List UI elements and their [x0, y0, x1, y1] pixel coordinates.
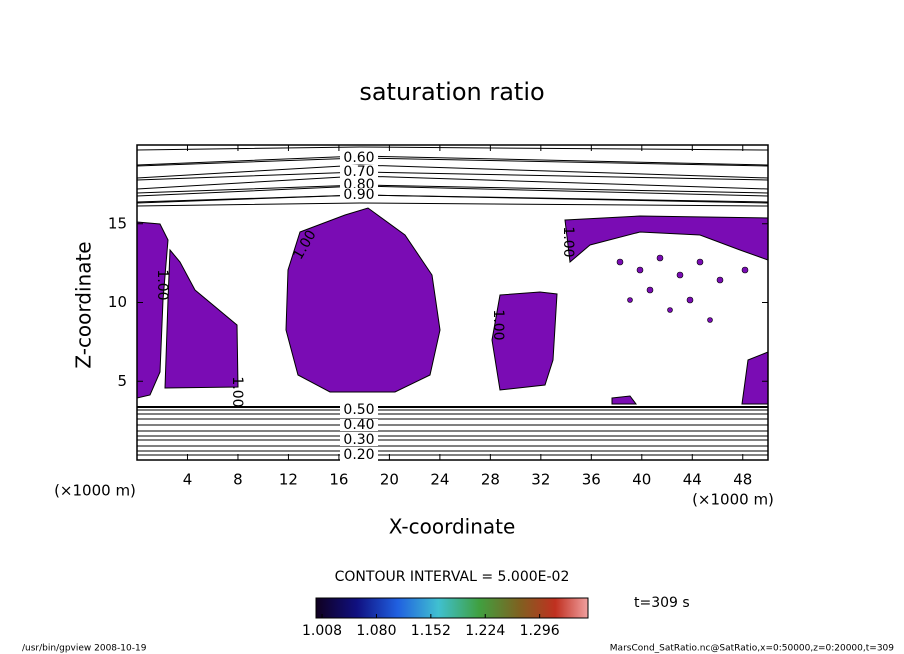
contour-label-bg — [340, 151, 378, 164]
contour-label-bg — [340, 165, 378, 178]
y-axis-label: Z-coordinate — [72, 241, 96, 368]
filled-regions — [136, 207, 769, 405]
x-tick-label: 32 — [531, 471, 550, 489]
scatter-specks — [616, 254, 749, 323]
x-tick-label: 4 — [183, 471, 193, 489]
contour-label: 0.70 — [343, 164, 374, 180]
y-tick-label: 10 — [108, 293, 127, 311]
contour-label-bg — [340, 188, 378, 201]
contour-label-bg — [340, 404, 378, 416]
x-tick-label: 36 — [582, 471, 601, 489]
x-tick-label: 16 — [329, 471, 348, 489]
contour-label: 1.00 — [560, 226, 576, 257]
x-axis-label: X-coordinate — [389, 515, 516, 539]
chart-title: saturation ratio — [359, 78, 544, 106]
y-tick-label: 15 — [108, 214, 127, 232]
contour-interval: CONTOUR INTERVAL = 5.000E-02 — [335, 569, 570, 585]
time-label: t=309 s — [634, 595, 690, 611]
colorbar-label: 1.152 — [411, 623, 451, 639]
y-tick-label: 5 — [117, 372, 127, 390]
contour-label-bg — [340, 449, 378, 461]
x-tick-label: 48 — [733, 471, 752, 489]
colorbar-label: 1.008 — [302, 623, 342, 639]
x-tick-label: 24 — [430, 471, 449, 489]
colorbar-label: 1.296 — [520, 623, 560, 639]
colorbar — [315, 597, 589, 619]
contour-label: 1.00 — [154, 269, 170, 300]
contour-label-bg — [340, 434, 378, 446]
contour-label: 0.60 — [343, 150, 374, 166]
contour-label: 0.20 — [343, 447, 374, 463]
x-tick-label: 8 — [233, 471, 243, 489]
x-tick-label: 44 — [683, 471, 702, 489]
colorbar-label: 1.224 — [465, 623, 505, 639]
contour-label: 0.90 — [343, 187, 374, 203]
contour-label: 0.50 — [343, 402, 374, 418]
footer-left: /usr/bin/gpview 2008-10-19 — [22, 644, 147, 654]
contour-label: 0.30 — [343, 432, 374, 448]
y-unit: (×1000 m) — [54, 482, 136, 500]
colorbar-label: 1.080 — [356, 623, 396, 639]
footer-right: MarsCond_SatRatio.nc@SatRatio,x=0:50000,… — [610, 644, 894, 654]
x-tick-label: 12 — [279, 471, 298, 489]
x-tick-label: 28 — [481, 471, 500, 489]
contour-label: 0.40 — [343, 417, 374, 433]
contour-label: 1.00 — [229, 376, 245, 407]
contour-label: 1.00 — [490, 309, 506, 340]
contour-line — [136, 157, 769, 167]
contour-label-bg — [340, 178, 378, 191]
x-tick-label: 20 — [380, 471, 399, 489]
x-unit: (×1000 m) — [692, 491, 774, 509]
x-tick-label: 40 — [632, 471, 651, 489]
contour-label-bg — [340, 419, 378, 431]
